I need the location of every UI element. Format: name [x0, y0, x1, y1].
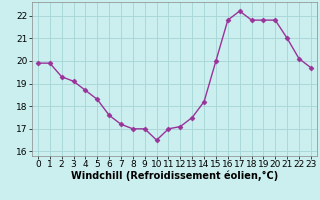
X-axis label: Windchill (Refroidissement éolien,°C): Windchill (Refroidissement éolien,°C)	[71, 171, 278, 181]
